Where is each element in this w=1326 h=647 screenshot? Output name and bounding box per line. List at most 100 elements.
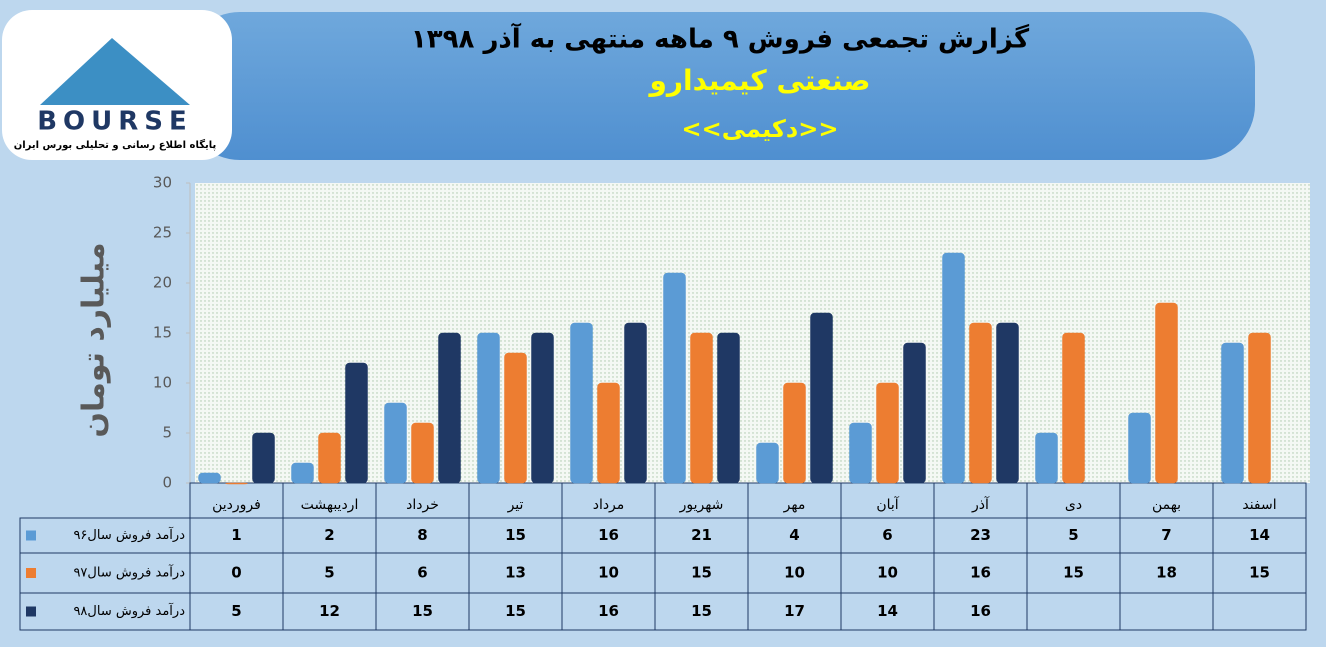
logo-tagline: پایگاه اطلاع رسانی و تحلیلی بورس ایران xyxy=(14,138,217,151)
table-value: 5 xyxy=(324,564,334,582)
table-cell xyxy=(1212,592,1307,631)
table-value: 15 xyxy=(691,564,712,582)
bar xyxy=(1062,332,1085,484)
table-value: 5 xyxy=(1068,526,1078,544)
table-value: 14 xyxy=(1249,526,1270,544)
x-tick-label: اسفند xyxy=(1242,497,1276,513)
table-value: 15 xyxy=(691,602,712,620)
bar xyxy=(1221,342,1244,484)
table-value: 21 xyxy=(691,526,712,544)
bar xyxy=(849,422,872,484)
bar xyxy=(225,482,248,485)
y-tick-label: 20 xyxy=(153,274,172,292)
x-tick-label: بهمن xyxy=(1152,497,1181,513)
bar xyxy=(318,432,341,484)
legend-label: درآمد فروش سال۹۶ xyxy=(73,526,185,543)
bar xyxy=(411,422,434,484)
table-value: 10 xyxy=(598,564,619,582)
table-value: 10 xyxy=(784,564,805,582)
y-axis-title: میلیارد تومان xyxy=(77,242,112,437)
bar xyxy=(810,312,833,484)
bar xyxy=(717,332,740,484)
y-tick-label: 10 xyxy=(153,374,172,392)
x-tick-label: اردیبهشت xyxy=(301,497,359,513)
legend-label: درآمد فروش سال۹۸ xyxy=(73,602,185,619)
bar xyxy=(690,332,713,484)
bar xyxy=(1128,412,1151,484)
table-value: 18 xyxy=(1156,564,1177,582)
bar xyxy=(942,252,965,484)
bar xyxy=(996,322,1019,484)
legend-swatch xyxy=(26,606,36,617)
table-value: 2 xyxy=(324,526,334,544)
x-tick-label: فروردین xyxy=(212,497,261,513)
table-value: 16 xyxy=(970,602,991,620)
bar xyxy=(876,382,899,484)
table-value: 10 xyxy=(877,564,898,582)
table-value: 14 xyxy=(877,602,898,620)
bar xyxy=(438,332,461,484)
x-tick-label: آبان xyxy=(876,496,899,513)
table-value: 4 xyxy=(789,526,799,544)
plot-area xyxy=(195,183,1310,483)
table-value: 15 xyxy=(505,602,526,620)
bar xyxy=(1248,332,1271,484)
bar xyxy=(384,402,407,484)
table-value: 15 xyxy=(1063,564,1084,582)
x-tick-label: مهر xyxy=(783,497,806,513)
x-tick-label: دی xyxy=(1065,497,1082,513)
y-tick-label: 25 xyxy=(153,224,172,242)
table-value: 8 xyxy=(417,526,427,544)
bar xyxy=(969,322,992,484)
y-tick-label: 0 xyxy=(162,474,172,492)
bar xyxy=(504,352,527,484)
bar xyxy=(1035,432,1058,484)
bar xyxy=(252,432,275,484)
x-tick-label: تیر xyxy=(507,497,524,513)
y-tick-label: 15 xyxy=(153,324,172,342)
bar xyxy=(531,332,554,484)
table-value: 16 xyxy=(970,564,991,582)
symbol: <<دکیمی>> xyxy=(682,115,839,143)
bar xyxy=(663,272,686,484)
legend-label: درآمد فروش سال۹۷ xyxy=(73,564,185,581)
table-value: 1 xyxy=(231,526,241,544)
bar xyxy=(597,382,620,484)
chart-title: گزارش تجمعی فروش ۹ ماهه منتهی به آذر ۱۳۹… xyxy=(411,23,1030,55)
x-tick-label: آذر xyxy=(971,496,990,513)
bar xyxy=(291,462,314,484)
table-value: 23 xyxy=(970,526,991,544)
bar xyxy=(783,382,806,484)
bar xyxy=(477,332,500,484)
x-tick-label: مرداد xyxy=(593,497,625,513)
table-value: 0 xyxy=(231,564,241,582)
bar xyxy=(570,322,593,484)
bar xyxy=(345,362,368,484)
table-value: 15 xyxy=(1249,564,1270,582)
bar xyxy=(903,342,926,484)
chart-subtitle: صنعتی کیمیدارو xyxy=(647,64,870,97)
legend-swatch xyxy=(26,568,36,578)
table-value: 5 xyxy=(231,602,241,620)
bar xyxy=(198,472,221,484)
table-value: 13 xyxy=(505,564,526,582)
y-tick-label: 30 xyxy=(153,174,172,192)
logo-text: BOURSE xyxy=(37,107,193,137)
table-value: 16 xyxy=(598,526,619,544)
legend-swatch xyxy=(26,530,36,541)
header xyxy=(185,12,1255,160)
table-value: 15 xyxy=(505,526,526,544)
table-value: 7 xyxy=(1161,526,1171,544)
table-value: 6 xyxy=(882,526,892,544)
bar xyxy=(1155,302,1178,484)
bar xyxy=(624,322,647,484)
table-value: 16 xyxy=(598,602,619,620)
logo-mark xyxy=(40,38,190,105)
table-value: 17 xyxy=(784,602,805,620)
x-tick-label: خرداد xyxy=(406,497,439,513)
bar xyxy=(756,442,779,484)
y-tick-label: 5 xyxy=(162,424,172,442)
x-tick-label: شهریور xyxy=(679,497,724,513)
table-value: 6 xyxy=(417,564,427,582)
